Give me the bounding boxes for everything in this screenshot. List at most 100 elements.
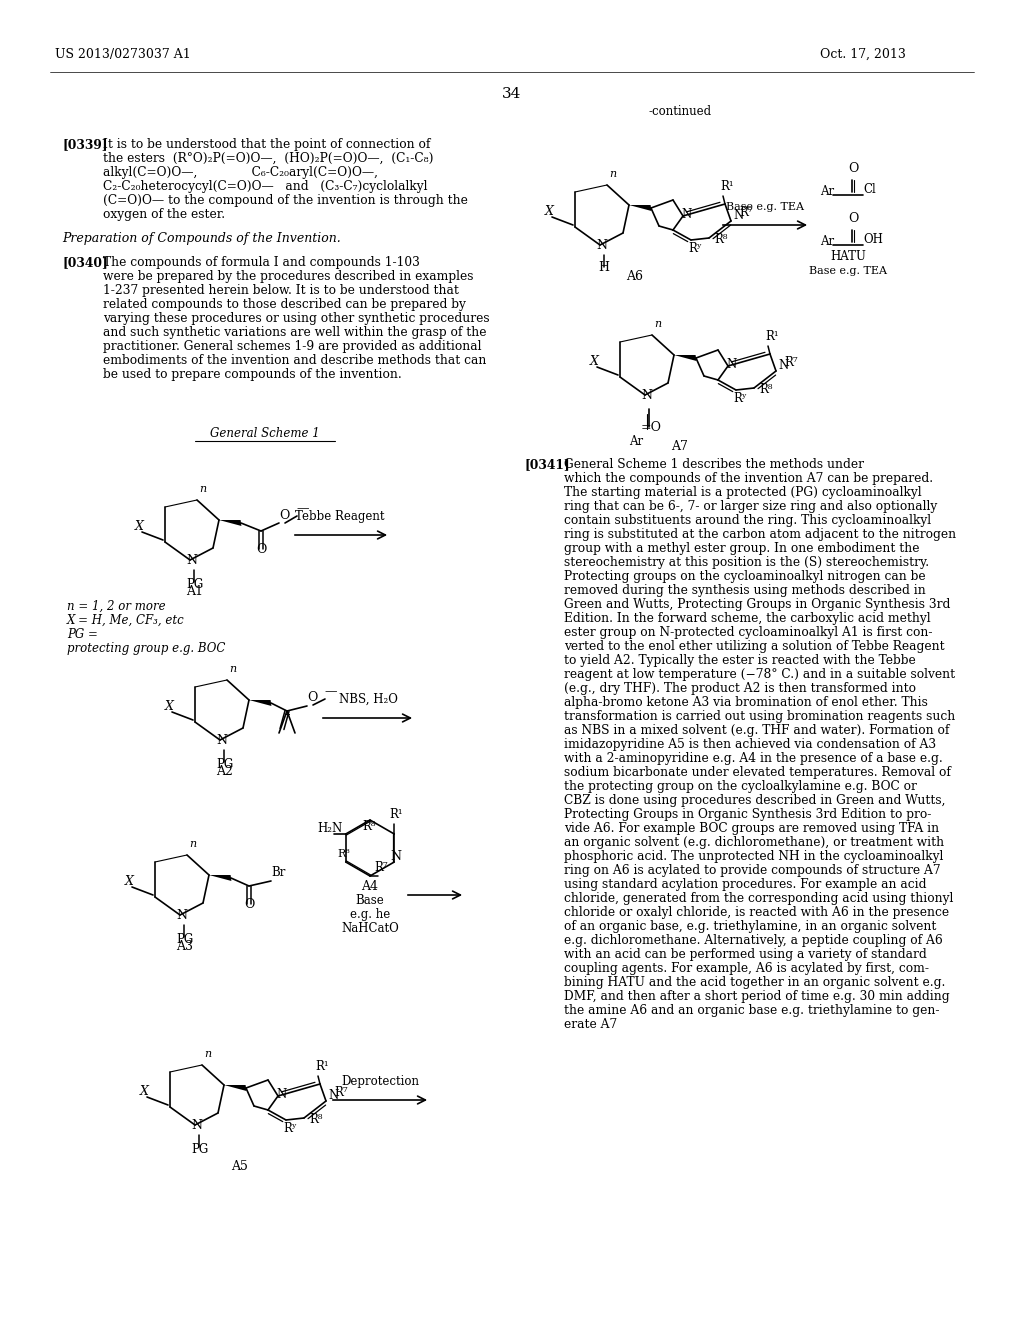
Text: 34: 34 — [503, 87, 521, 102]
Text: an organic solvent (e.g. dichloromethane), or treatment with: an organic solvent (e.g. dichloromethane… — [564, 836, 944, 849]
Text: n: n — [609, 169, 616, 180]
Text: using standard acylation procedures. For example an acid: using standard acylation procedures. For… — [564, 878, 927, 891]
Text: n: n — [204, 1049, 211, 1059]
Text: erate A7: erate A7 — [564, 1018, 617, 1031]
Text: Ar: Ar — [629, 436, 643, 447]
Text: group with a methyl ester group. In one embodiment the: group with a methyl ester group. In one … — [564, 543, 920, 554]
Text: R⁷: R⁷ — [334, 1086, 347, 1100]
Text: reagent at low temperature (−78° C.) and in a suitable solvent: reagent at low temperature (−78° C.) and… — [564, 668, 955, 681]
Text: A2: A2 — [216, 766, 233, 777]
Text: N: N — [596, 239, 607, 252]
Text: Cl: Cl — [863, 183, 876, 195]
Text: =O: =O — [641, 421, 662, 434]
Text: It is to be understood that the point of connection of: It is to be understood that the point of… — [103, 139, 430, 150]
Text: imidazopyridine A5 is then achieved via condensation of A3: imidazopyridine A5 is then achieved via … — [564, 738, 936, 751]
Text: PG: PG — [176, 933, 194, 946]
Text: The starting material is a protected (PG) cycloaminoalkyl: The starting material is a protected (PG… — [564, 486, 922, 499]
Text: N: N — [191, 1119, 202, 1133]
Text: Br: Br — [271, 866, 286, 879]
Polygon shape — [674, 355, 696, 360]
Text: Rʸ: Rʸ — [733, 392, 746, 405]
Text: N: N — [641, 389, 652, 403]
Text: varying these procedures or using other synthetic procedures: varying these procedures or using other … — [103, 312, 489, 325]
Text: Ar: Ar — [820, 185, 835, 198]
Text: Deprotection: Deprotection — [341, 1074, 419, 1088]
Text: practitioner. General schemes 1-9 are provided as additional: practitioner. General schemes 1-9 are pr… — [103, 341, 481, 352]
Text: and such synthetic variations are well within the grasp of the: and such synthetic variations are well w… — [103, 326, 486, 339]
Text: Base: Base — [355, 894, 384, 907]
Text: X: X — [165, 700, 174, 713]
Text: stereochemistry at this position is the (S) stereochemistry.: stereochemistry at this position is the … — [564, 556, 929, 569]
Text: R⁷: R⁷ — [374, 861, 388, 874]
Text: Base e.g. TEA: Base e.g. TEA — [809, 267, 887, 276]
Text: alpha-bromo ketone A3 via bromination of enol ether. This: alpha-bromo ketone A3 via bromination of… — [564, 696, 928, 709]
Text: Ar: Ar — [820, 235, 835, 248]
Text: chloride or oxalyl chloride, is reacted with A6 in the presence: chloride or oxalyl chloride, is reacted … — [564, 906, 949, 919]
Text: contain substituents around the ring. This cycloaminoalkyl: contain substituents around the ring. Th… — [564, 513, 931, 527]
Text: US 2013/0273037 A1: US 2013/0273037 A1 — [55, 48, 190, 61]
Text: A7: A7 — [672, 440, 688, 453]
Text: Tebbe Reagent: Tebbe Reagent — [295, 510, 385, 523]
Text: Edition. In the forward scheme, the carboxylic acid methyl: Edition. In the forward scheme, the carb… — [564, 612, 931, 624]
Text: n: n — [654, 319, 662, 329]
Text: R¹: R¹ — [765, 330, 778, 343]
Text: X: X — [545, 205, 554, 218]
Text: N: N — [186, 554, 197, 568]
Polygon shape — [209, 875, 231, 880]
Text: n: n — [199, 484, 206, 494]
Text: bining HATU and the acid together in an organic solvent e.g.: bining HATU and the acid together in an … — [564, 975, 945, 989]
Text: HATU: HATU — [830, 249, 866, 263]
Text: N: N — [733, 209, 743, 222]
Text: ester group on N-protected cycloaminoalkyl A1 is first con-: ester group on N-protected cycloaminoalk… — [564, 626, 933, 639]
Text: DMF, and then after a short period of time e.g. 30 min adding: DMF, and then after a short period of ti… — [564, 990, 949, 1003]
Text: n: n — [229, 664, 237, 675]
Text: NBS, H₂O: NBS, H₂O — [339, 693, 397, 706]
Text: R⁸: R⁸ — [714, 234, 727, 246]
Text: [0341]: [0341] — [524, 458, 569, 471]
Text: removed during the synthesis using methods described in: removed during the synthesis using metho… — [564, 583, 926, 597]
Text: C₂-C₂₀heterocycyl(C=O)O—   and   (C₃-C₇)cyclolalkyl: C₂-C₂₀heterocycyl(C=O)O— and (C₃-C₇)cycl… — [103, 180, 427, 193]
Text: were be prepared by the procedures described in examples: were be prepared by the procedures descr… — [103, 271, 473, 282]
Text: the amine A6 and an organic base e.g. triethylamine to gen-: the amine A6 and an organic base e.g. tr… — [564, 1005, 939, 1016]
Text: vide A6. For example BOC groups are removed using TFA in: vide A6. For example BOC groups are remo… — [564, 822, 939, 836]
Text: H₂N: H₂N — [317, 822, 343, 836]
Text: The compounds of formula I and compounds 1-103: The compounds of formula I and compounds… — [103, 256, 420, 269]
Text: the protecting group on the cycloalkylamine e.g. BOC or: the protecting group on the cycloalkylam… — [564, 780, 916, 793]
Text: -continued: -continued — [648, 106, 712, 117]
Text: X: X — [590, 355, 599, 368]
Text: N: N — [390, 850, 401, 863]
Polygon shape — [249, 700, 271, 706]
Text: R⁸: R⁸ — [759, 383, 772, 396]
Text: X: X — [125, 875, 134, 888]
Text: A1: A1 — [186, 585, 204, 598]
Text: PG: PG — [186, 578, 203, 591]
Text: Green and Wutts, Protecting Groups in Organic Synthesis 3rd: Green and Wutts, Protecting Groups in Or… — [564, 598, 950, 611]
Text: N: N — [778, 359, 788, 372]
Text: ring is substituted at the carbon atom adjacent to the nitrogen: ring is substituted at the carbon atom a… — [564, 528, 956, 541]
Text: PG: PG — [216, 758, 233, 771]
Text: R⁷: R⁷ — [739, 206, 753, 219]
Text: N: N — [176, 909, 187, 921]
Text: ring on A6 is acylated to provide compounds of structure A7: ring on A6 is acylated to provide compou… — [564, 865, 941, 876]
Text: protecting group e.g. BOC: protecting group e.g. BOC — [67, 642, 225, 655]
Text: CBZ is done using procedures described in Green and Wutts,: CBZ is done using procedures described i… — [564, 795, 945, 807]
Text: A6: A6 — [627, 271, 643, 282]
Text: transformation is carried out using bromination reagents such: transformation is carried out using brom… — [564, 710, 955, 723]
Text: O: O — [279, 510, 290, 521]
Text: Rʸ: Rʸ — [283, 1122, 297, 1135]
Text: O: O — [244, 898, 254, 911]
Text: R⁸: R⁸ — [309, 1113, 323, 1126]
Text: R¹: R¹ — [315, 1060, 329, 1073]
Text: N: N — [276, 1088, 287, 1101]
Text: R¹: R¹ — [720, 180, 733, 193]
Text: sodium bicarbonate under elevated temperatures. Removal of: sodium bicarbonate under elevated temper… — [564, 766, 951, 779]
Text: phosphoric acid. The unprotected NH in the cycloaminoalkyl: phosphoric acid. The unprotected NH in t… — [564, 850, 943, 863]
Text: oxygen of the ester.: oxygen of the ester. — [103, 209, 225, 220]
Text: as NBS in a mixed solvent (e.g. THF and water). Formation of: as NBS in a mixed solvent (e.g. THF and … — [564, 723, 949, 737]
Text: N: N — [216, 734, 227, 747]
Text: R¹: R¹ — [389, 808, 402, 821]
Text: PG =: PG = — [67, 628, 98, 642]
Text: X = H, Me, CF₃, etc: X = H, Me, CF₃, etc — [67, 614, 184, 627]
Text: be used to prepare compounds of the invention.: be used to prepare compounds of the inve… — [103, 368, 401, 381]
Text: to yield A2. Typically the ester is reacted with the Tebbe: to yield A2. Typically the ester is reac… — [564, 653, 915, 667]
